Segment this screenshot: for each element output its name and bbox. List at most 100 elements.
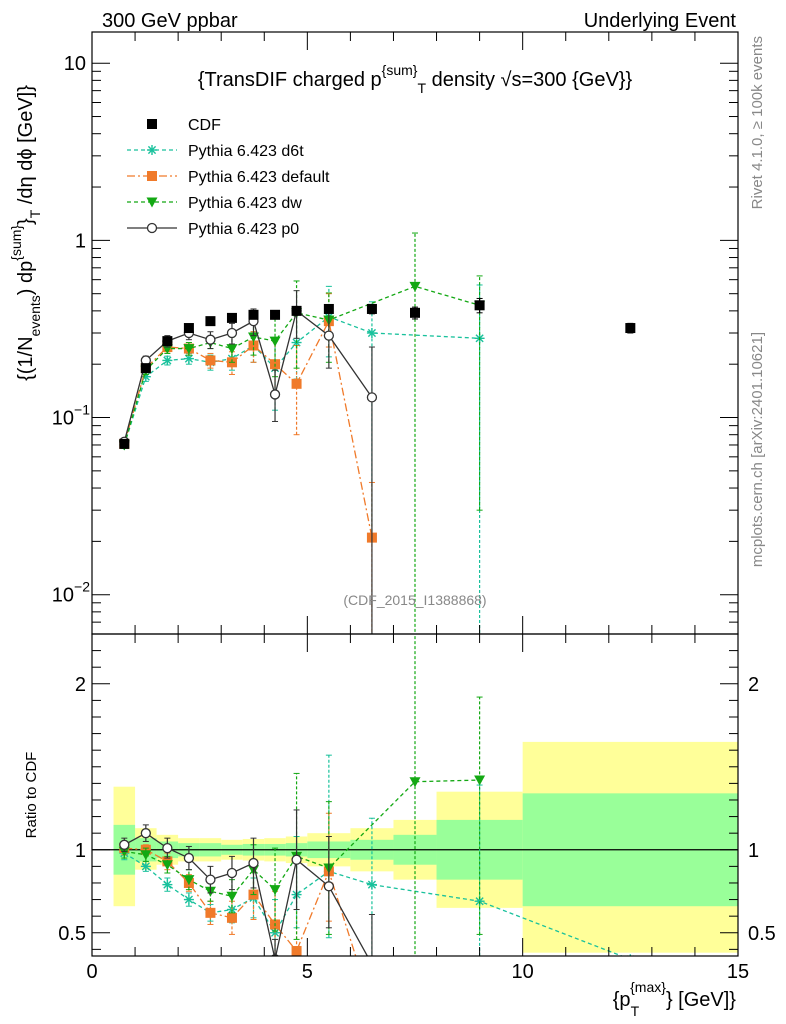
legend-entry-default: Pythia 6.423 default — [127, 169, 330, 186]
main-series-default — [119, 293, 377, 634]
main-CDF-point — [248, 309, 259, 320]
legend-dw-label: Pythia 6.423 dw — [188, 195, 302, 212]
main-p0-point — [323, 330, 335, 341]
main-CDF-point — [366, 303, 377, 314]
ratio-p0-point — [162, 842, 173, 854]
main-d6t-point — [162, 355, 173, 366]
ratio-series-layer — [118, 634, 635, 1012]
main-series-p0 — [119, 290, 378, 634]
ratio-dw-point — [161, 860, 173, 871]
ratio-y-tick-label-right: 1 — [748, 840, 759, 862]
main-p0-point — [269, 389, 281, 400]
header-right: Underlying Event — [584, 10, 737, 32]
main-CDF-point — [474, 300, 485, 311]
main-dw-point — [226, 344, 238, 355]
legend-CDF-label: CDF — [188, 117, 221, 134]
ratio-d6t-point — [474, 896, 485, 907]
main-default-point — [248, 340, 259, 351]
legend-d6t-marker — [147, 145, 157, 155]
ratio-d6t-point — [366, 879, 377, 890]
ratio-frame — [91, 633, 739, 957]
main-CDF-point — [119, 438, 130, 449]
ratio-p0-point — [323, 881, 335, 892]
legend-d6t-label: Pythia 6.423 d6t — [188, 143, 304, 160]
ratio-default-point — [226, 912, 237, 923]
ratio-p0-point — [248, 857, 259, 869]
y-tick-label: 10−2 — [52, 579, 90, 607]
ratio-p0-point — [367, 960, 376, 969]
legend-default-marker — [147, 171, 157, 181]
ratio-default-point — [205, 907, 216, 918]
y-tick-label: 10−1 — [52, 402, 90, 430]
main-p0-point — [366, 392, 378, 403]
legend-dw-marker — [146, 197, 158, 208]
main-CDF-point — [410, 307, 420, 318]
main-CDF-point — [323, 303, 334, 314]
ratio-y-axis-label: Ratio to CDF — [23, 752, 40, 839]
ratio-y-tick-label-right: 0.5 — [748, 923, 776, 945]
main-p0-line — [123, 309, 373, 442]
ratio-dw-point — [269, 885, 281, 896]
ratio-series-p0 — [119, 809, 376, 969]
ratio-p0-point — [140, 828, 151, 839]
ratio-dw-point — [226, 891, 238, 902]
main-d6t-point — [366, 328, 377, 338]
legend: CDF Pythia 6.423 d6t Pythia 6.423 default P… — [127, 117, 330, 238]
main-dw-point — [409, 281, 421, 292]
legend-p0-label: Pythia 6.423 p0 — [188, 221, 299, 238]
header-left: 300 GeV ppbar — [102, 10, 238, 32]
ratio-p0-point — [226, 867, 238, 879]
ratio-d6t-point — [183, 894, 194, 905]
main-dw-point — [183, 344, 195, 355]
x-tick-label: 0 — [86, 961, 97, 983]
main-p0-point — [205, 334, 216, 345]
ratio-y-tick-label-left: 0.5 — [58, 923, 86, 945]
ratio-dw-point — [409, 777, 421, 788]
legend-p0-marker — [146, 222, 158, 234]
main-series-dw — [118, 232, 486, 634]
main-CDF-point — [625, 323, 636, 334]
rivet-version-text: Rivet 4.1.0, ≥ 100k events — [749, 36, 766, 209]
y-tick-label: 1 — [75, 230, 86, 252]
legend-entry-d6t: Pythia 6.423 d6t — [127, 143, 304, 160]
main-series-CDF — [119, 297, 636, 449]
x-tick-label: 15 — [727, 961, 749, 983]
main-CDF-point — [291, 305, 302, 316]
ratio-p0-point — [119, 839, 130, 850]
legend-default-label: Pythia 6.423 default — [188, 169, 330, 186]
ratio-dw-point — [140, 850, 152, 861]
main-CDF-point — [183, 323, 194, 334]
ratio-default-point — [291, 946, 302, 956]
ratio-y-tick-label-left: 1 — [75, 840, 86, 862]
ratio-p0-point — [183, 852, 195, 864]
x-tick-label: 5 — [302, 961, 313, 983]
mcplots-citation-text: mcplots.cern.ch [arXiv:2401.10621] — [749, 332, 766, 567]
main-p0-point — [226, 327, 238, 339]
main-dw-point — [248, 332, 259, 343]
ratio-dw-line — [124, 779, 480, 897]
main-default-point — [291, 378, 302, 389]
main-CDF-point — [205, 316, 216, 327]
main-CDF-point — [270, 309, 281, 320]
main-d6t-line — [123, 316, 480, 446]
main-CDF-point — [226, 312, 237, 323]
analysis-watermark: (CDF_2015_I1388868) — [343, 592, 486, 608]
legend-CDF-marker — [147, 119, 157, 129]
main-default-point — [205, 355, 216, 366]
x-tick-label: 10 — [512, 961, 534, 983]
y-tick-label: 10 — [64, 53, 86, 75]
ratio-p0-point — [205, 874, 216, 885]
legend-entry-dw: Pythia 6.423 dw — [127, 195, 302, 212]
main-CDF-point — [140, 363, 151, 374]
ratio-d6t-point — [162, 879, 173, 890]
main-dw-line — [123, 285, 480, 446]
ratio-default-point — [367, 1002, 377, 1012]
legend-entry-CDF: CDF — [147, 117, 221, 134]
ratio-default-line — [124, 847, 357, 956]
chart-title: {TransDIF charged p{sum}T density √s=300… — [198, 62, 633, 96]
ratio-dw-point — [183, 875, 195, 886]
ratio-axes: 0.5 0.5 1 1 2 2 0 5 10 15 — [58, 633, 776, 983]
ratio-d6t-point — [140, 861, 151, 872]
x-axis-label: {pT{max}} [GeV]} — [613, 979, 737, 1019]
